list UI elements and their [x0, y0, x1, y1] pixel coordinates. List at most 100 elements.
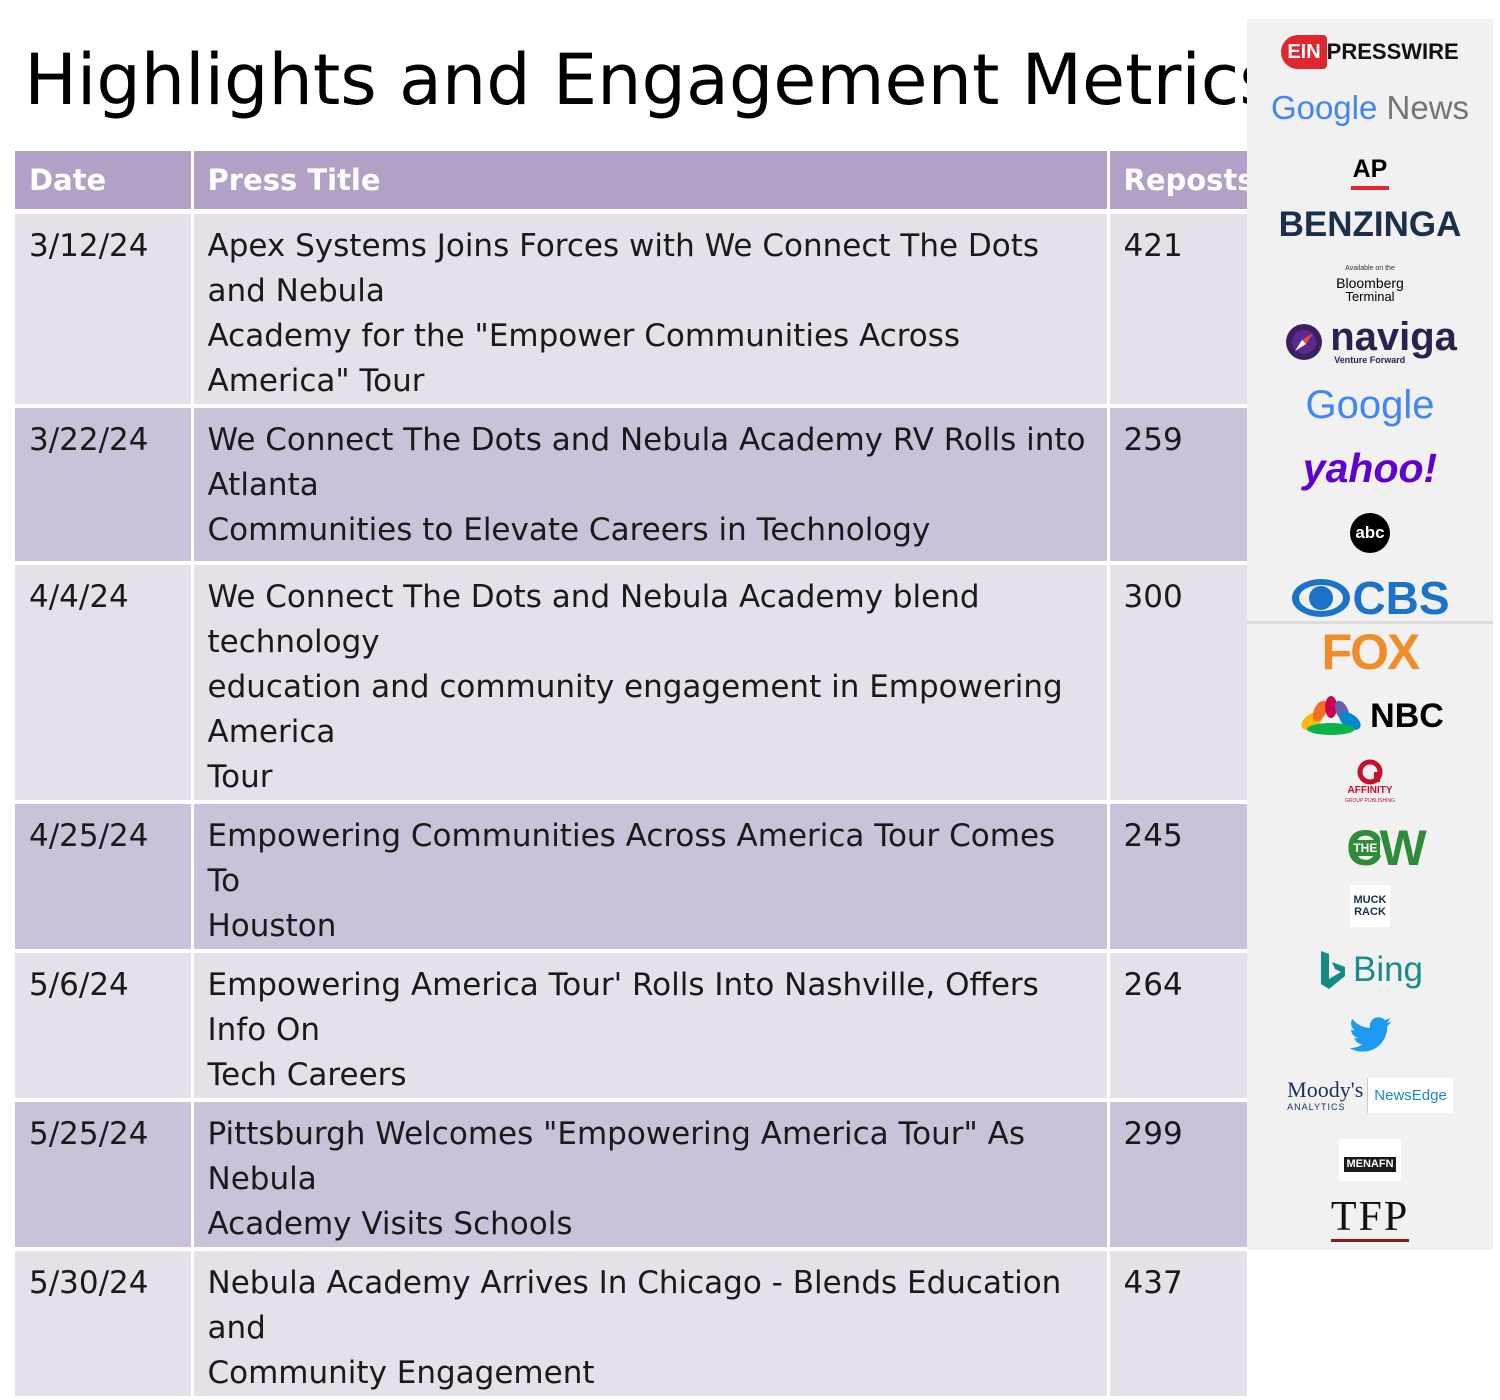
moodys-name: Moody's — [1287, 1076, 1364, 1102]
ap-logo: AP — [1247, 152, 1493, 190]
moodys-newsedge-logo: Moody's ANALYTICS NewsEdge — [1247, 1078, 1493, 1113]
reposts-cell: 264 — [1108, 951, 1247, 1102]
press-title-cell: Empowering America Tour' Rolls Into Nash… — [192, 951, 1110, 1102]
title-line: Empowering Communities Across America To… — [207, 818, 1056, 899]
press-title-cell: Empowering Communities Across America To… — [192, 802, 1110, 953]
press-title-cell: Apex Systems Joins Forces with We Connec… — [192, 211, 1110, 408]
title-line: Academy Visits Schools — [207, 1206, 573, 1242]
naviga-name: naviga — [1330, 315, 1457, 359]
divider — [1247, 621, 1493, 624]
naviga-logo: naviga Venture Forward — [1247, 315, 1493, 365]
bloomberg-name: Bloomberg — [1336, 275, 1404, 291]
header-date: Date — [15, 151, 194, 214]
bing-text: Bing — [1352, 950, 1424, 989]
affinity-sub: GROUP PUBLISHING — [1345, 798, 1395, 804]
title-line: education and community engagement in Em… — [207, 669, 1063, 750]
header-reposts: Reposts — [1108, 151, 1255, 214]
google-news-logo: Google News — [1247, 89, 1493, 127]
cbs-eye-icon — [1292, 579, 1351, 617]
muckrack-logo: MUCK RACK — [1247, 885, 1493, 927]
bing-logo: Bing — [1247, 949, 1493, 991]
ein-badge: EIN — [1281, 35, 1327, 69]
affinity-a-icon — [1357, 759, 1383, 785]
menafn-logo: MENAFN — [1247, 1139, 1493, 1181]
bloomberg-terminal-logo: Available on the Bloomberg Terminal — [1247, 262, 1493, 304]
press-table: Date Press Title Reposts 3/12/24 Apex Sy… — [15, 151, 1255, 1400]
title-line: We Connect The Dots and Nebula Academy b… — [207, 579, 980, 660]
yahoo-logo: yahoo! — [1302, 445, 1438, 491]
benzinga-logo: BENZINGA — [1278, 205, 1462, 244]
bing-b-icon — [1320, 951, 1345, 989]
table-row: 5/30/24 Nebula Academy Arrives In Chicag… — [15, 1249, 1247, 1400]
media-logos-sidebar: EIN PRESSWIRE Google News AP BENZINGA Ava… — [1247, 19, 1493, 1250]
reposts-cell: 245 — [1108, 802, 1247, 953]
google-news-news: News — [1386, 89, 1470, 126]
title-line: Tech Careers — [207, 1057, 407, 1093]
affinity-logo: AFFINITY GROUP PUBLISHING — [1247, 759, 1493, 806]
title-line: Community Engagement — [207, 1355, 595, 1391]
table-row: 5/6/24 Empowering America Tour' Rolls In… — [15, 951, 1247, 1102]
title-line: Tour — [207, 759, 273, 795]
naviga-compass-icon — [1286, 324, 1323, 360]
table-row: 5/25/24 Pittsburgh Welcomes "Empowering … — [15, 1100, 1247, 1251]
einpresswire-logo: EIN PRESSWIRE — [1247, 35, 1493, 69]
title-line: Academy for the "Empower Communities Acr… — [207, 318, 961, 399]
abc-text: abc — [1350, 513, 1390, 553]
ap-text: AP — [1350, 152, 1390, 190]
reposts-cell: 259 — [1108, 406, 1247, 565]
twitter-logo — [1247, 1013, 1493, 1061]
table-row: 3/12/24 Apex Systems Joins Forces with W… — [15, 211, 1247, 408]
tfp-text: TFP — [1330, 1194, 1410, 1242]
table-row: 4/25/24 Empowering Communities Across Am… — [15, 802, 1247, 953]
moodys-sub: ANALYTICS — [1287, 1101, 1346, 1112]
google-logo: Google — [1305, 383, 1435, 427]
abc-logo: abc — [1247, 513, 1493, 553]
fox-logo: FOX — [1321, 624, 1421, 680]
reposts-cell: 300 — [1108, 563, 1247, 804]
date-cell: 5/30/24 — [15, 1249, 194, 1400]
nbc-logo: NBC — [1247, 695, 1493, 737]
cw-logo: THECW — [1247, 819, 1493, 877]
reposts-cell: 437 — [1108, 1249, 1247, 1400]
tfp-logo: TFP — [1247, 1195, 1493, 1242]
cw-the: THE — [1350, 840, 1381, 856]
reposts-cell: 299 — [1108, 1100, 1247, 1251]
title-line: Nebula Academy Arrives In Chicago - Blen… — [207, 1265, 1062, 1346]
nbc-text: NBC — [1370, 696, 1444, 735]
google-news-google: Google — [1270, 89, 1378, 126]
nbc-peacock-icon — [1301, 696, 1361, 735]
date-cell: 4/25/24 — [15, 802, 194, 953]
press-title-cell: Nebula Academy Arrives In Chicago - Blen… — [192, 1249, 1110, 1400]
table-row: 3/22/24 We Connect The Dots and Nebula A… — [15, 406, 1247, 565]
title-line: Apex Systems Joins Forces with We Connec… — [207, 228, 1040, 309]
cbs-logo: CBS — [1247, 571, 1493, 625]
date-cell: 5/6/24 — [15, 951, 194, 1102]
press-title-cell: Pittsburgh Welcomes "Empowering America … — [192, 1100, 1110, 1251]
newsedge-text: NewsEdge — [1367, 1078, 1453, 1113]
press-title-cell: We Connect The Dots and Nebula Academy R… — [192, 406, 1110, 565]
bloomberg-available: Available on the — [1345, 265, 1395, 272]
menafn-text: MENAFN — [1344, 1157, 1396, 1172]
naviga-tagline: Venture Forward — [1334, 355, 1406, 365]
twitter-bird-icon — [1349, 1017, 1392, 1052]
table-header-row: Date Press Title Reposts — [15, 151, 1255, 214]
press-title-cell: We Connect The Dots and Nebula Academy b… — [192, 563, 1110, 804]
title-line: Communities to Elevate Careers in Techno… — [207, 512, 931, 548]
bloomberg-terminal: Terminal — [1345, 289, 1395, 304]
date-cell: 4/4/24 — [15, 563, 194, 804]
date-cell: 3/12/24 — [15, 211, 194, 408]
page-title: Highlights and Engagement Metrics — [24, 39, 1276, 121]
title-line: Houston — [207, 908, 337, 944]
date-cell: 5/25/24 — [15, 1100, 194, 1251]
title-line: We Connect The Dots and Nebula Academy R… — [207, 422, 1086, 503]
title-line: Pittsburgh Welcomes "Empowering America … — [207, 1116, 1025, 1197]
presswire-text: PRESSWIRE — [1326, 39, 1459, 64]
affinity-name: AFFINITY — [1347, 785, 1393, 796]
cbs-text: CBS — [1352, 572, 1450, 624]
reposts-cell: 421 — [1108, 211, 1247, 408]
muckrack-line2: RACK — [1354, 906, 1386, 918]
header-press-title: Press Title — [192, 151, 1110, 214]
title-line: Empowering America Tour' Rolls Into Nash… — [207, 967, 1039, 1048]
date-cell: 3/22/24 — [15, 406, 194, 565]
table-row: 4/4/24 We Connect The Dots and Nebula Ac… — [15, 563, 1247, 804]
